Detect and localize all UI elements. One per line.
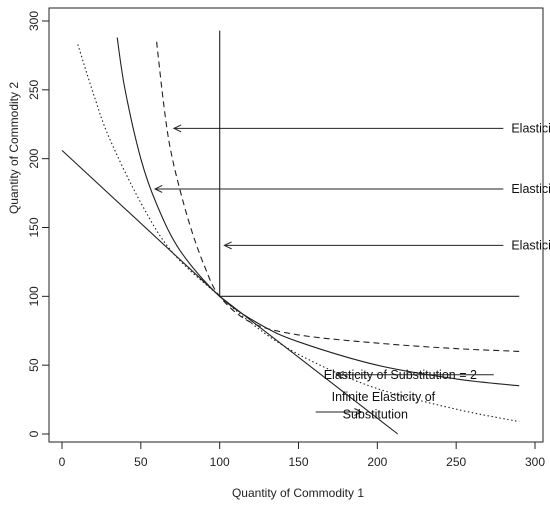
y-tick-label: 0 — [27, 430, 41, 437]
series-layer — [61, 30, 520, 435]
y-tick-label: 200 — [27, 148, 41, 168]
x-tick-label: 250 — [446, 455, 466, 469]
x-tick-label: 300 — [525, 455, 545, 469]
series-elasticity-2 — [77, 44, 520, 423]
x-tick-label: 200 — [367, 455, 387, 469]
annotation-arrowhead — [223, 241, 232, 250]
annotation-label: Elasticity of Substitution = 0 — [511, 238, 550, 252]
y-tick-label: 150 — [27, 217, 41, 237]
y-tick-label: 300 — [27, 11, 41, 31]
plot-frame — [48, 7, 544, 443]
series-elasticity-0-5 — [156, 41, 520, 352]
annotation-layer: Elasticity of Substitution = 0.5 Elastici… — [153, 121, 550, 422]
y-axis: 0 50 100 150 200 250 300 — [27, 11, 49, 437]
y-tick-label: 100 — [27, 286, 41, 306]
x-tick-label: 50 — [134, 455, 148, 469]
annotation-arrowhead — [153, 185, 163, 193]
x-axis-title: Quantity of Commodity 1 — [232, 486, 364, 500]
annotation-arrowhead — [172, 124, 182, 133]
x-axis: 0 50 100 150 200 250 300 — [59, 442, 545, 469]
series-elasticity-1 — [116, 37, 520, 387]
y-axis-title: Quantity of Commodity 2 — [7, 82, 21, 214]
annotation-arrowhead — [335, 370, 344, 379]
y-tick-label: 250 — [27, 80, 41, 100]
x-tick-label: 100 — [210, 455, 230, 469]
annotation-arrowhead — [354, 408, 363, 416]
y-tick-label: 50 — [27, 358, 41, 372]
plot-border — [48, 7, 544, 443]
x-tick-label: 150 — [288, 455, 308, 469]
x-tick-label: 0 — [59, 455, 66, 469]
annotation-label: Substitution — [343, 408, 408, 422]
annotation-label: Elasticity of Substitution = 1 — [511, 182, 550, 196]
annotation-label: Infinite Elasticity of — [332, 390, 436, 404]
annotation-label: Elasticity of Substitution = 0.5 — [511, 121, 550, 135]
series-leontief — [219, 30, 520, 297]
